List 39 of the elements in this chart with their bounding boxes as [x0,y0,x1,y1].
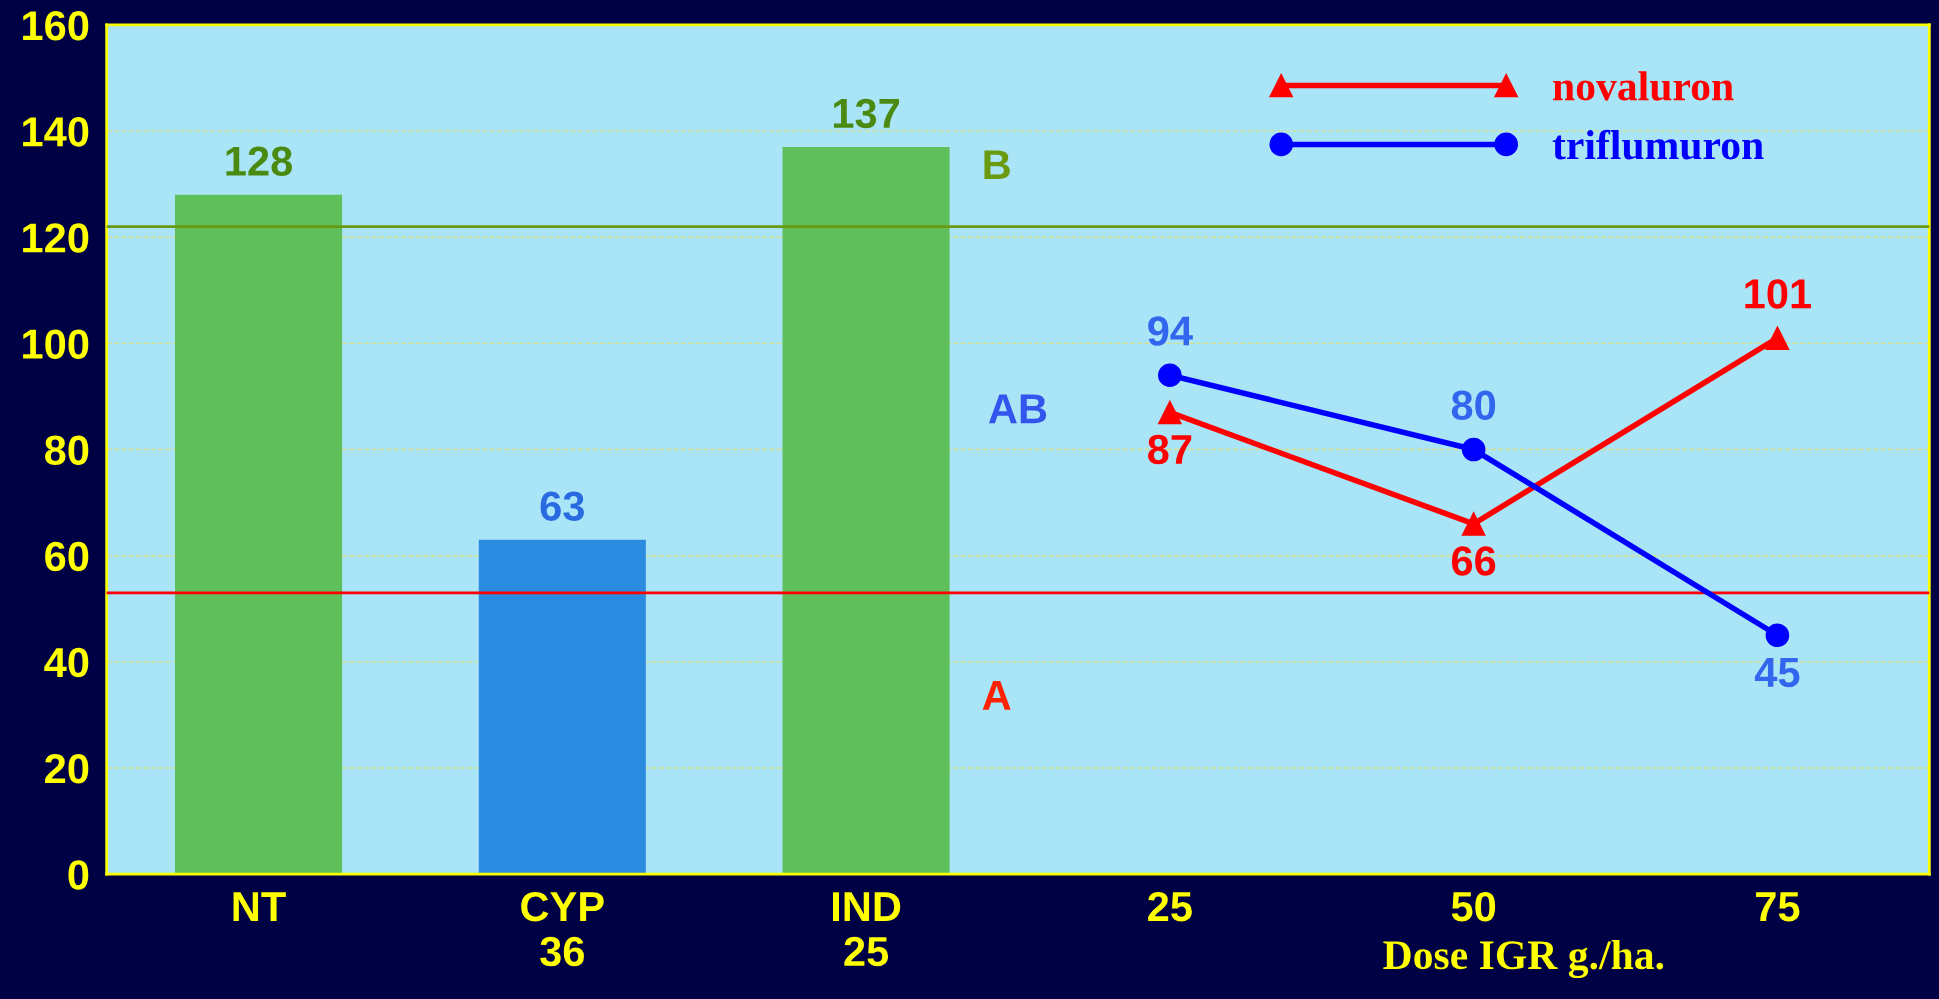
y-tick-label: 40 [44,647,89,678]
x-tick-label: 25 [1148,891,1192,922]
x-tick-label: 75 [1756,892,1800,922]
bar [478,539,646,875]
annotation: A [982,681,1011,710]
y-tick-label: 80 [44,435,89,466]
y-tick-label: 20 [45,753,89,784]
point [1765,623,1790,648]
y-tick-label: 140 [23,117,89,147]
x-tick-label: NT [233,892,286,921]
data-label: 101 [1745,279,1812,309]
data-label: 137 [833,98,900,129]
legend-label: triflumuron [1552,129,1764,160]
data-label: 63 [540,491,584,521]
data-label: 66 [1451,546,1496,576]
y-tick-label: 60 [45,541,89,572]
data-label: 87 [1148,434,1192,465]
point [1461,512,1486,536]
point [1461,437,1486,462]
x-tick-label: 50 [1451,891,1496,922]
data-label: 45 [1754,658,1800,688]
y-tick-label: 120 [23,223,89,253]
annotation: B [984,150,1010,180]
x-axis-title: Dose IGR g./ha. [1383,939,1664,979]
y-tick-label: 0 [68,860,89,890]
data-label: 80 [1451,390,1496,421]
y-tick-label: 160 [23,10,89,41]
x-tick-label: IND 25 [832,892,901,967]
point [1765,326,1790,350]
data-label: 94 [1148,316,1193,346]
data-label: 128 [226,146,293,176]
y-tick-label: 100 [23,329,89,359]
bar [782,147,950,875]
bar [174,194,343,875]
annotation: AB [988,394,1047,424]
point [1158,363,1182,388]
point [1158,400,1182,425]
legend-label: novaluron [1553,71,1734,101]
x-tick-label: CYP 36 [521,891,604,967]
